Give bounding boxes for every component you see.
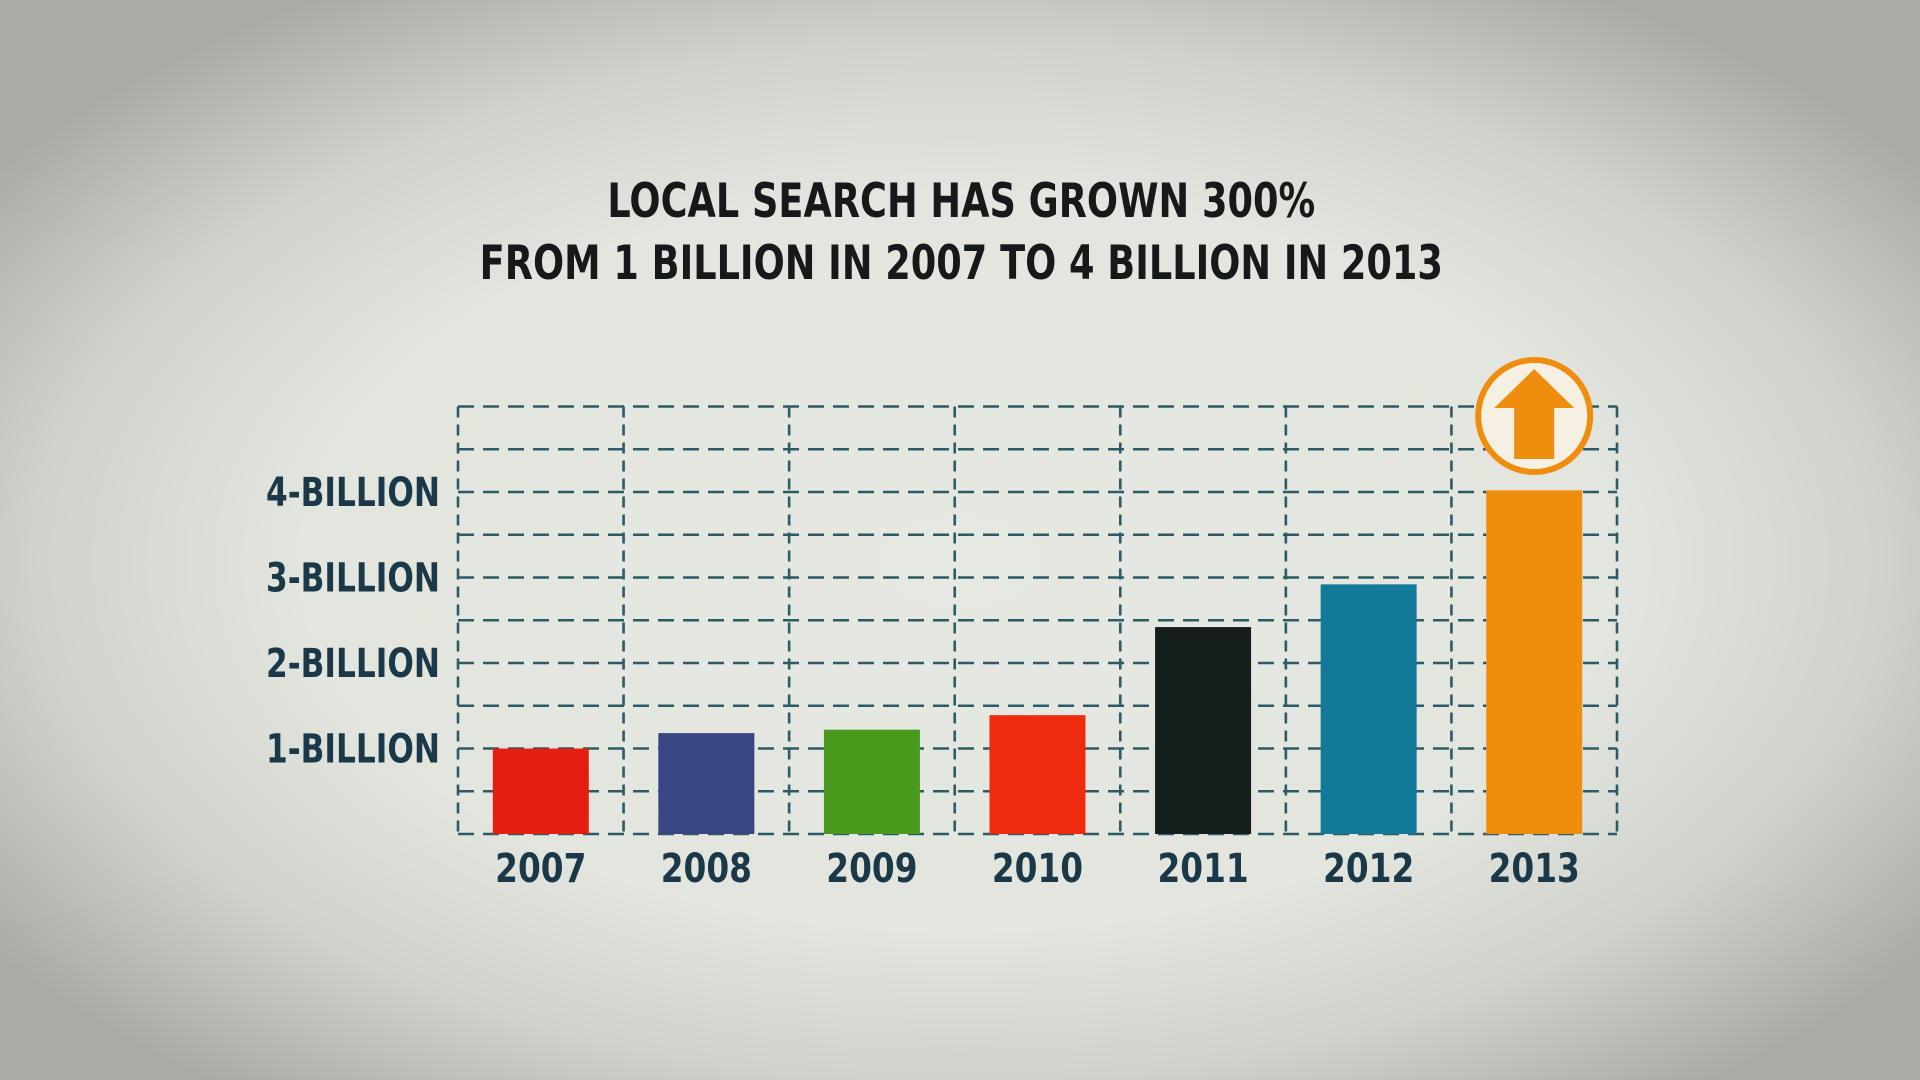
bar-2007 xyxy=(492,748,589,834)
x-tick-label-2012: 2012 xyxy=(1323,845,1414,892)
bar-2012 xyxy=(1320,584,1417,834)
up-arrow-icon xyxy=(1475,357,1594,475)
bar-2013 xyxy=(1486,490,1583,834)
chart-title-line-2: FROM 1 BILLION IN 2007 TO 4 BILLION IN 2… xyxy=(479,236,1443,291)
y-tick-label-4: 4-BILLION xyxy=(266,470,440,516)
x-tick-label-2007: 2007 xyxy=(495,845,586,892)
bar-2008 xyxy=(658,733,755,834)
bars xyxy=(492,490,1583,834)
y-axis-tick-labels: 1-BILLION 2-BILLION 3-BILLION 4-BILLION xyxy=(266,470,440,772)
y-tick-label-1: 1-BILLION xyxy=(266,727,440,773)
x-tick-label-2008: 2008 xyxy=(661,845,752,892)
y-tick-label-2: 2-BILLION xyxy=(266,641,440,687)
highlight-icon-layer xyxy=(1475,357,1594,475)
x-tick-label-2010: 2010 xyxy=(992,845,1083,892)
x-tick-label-2011: 2011 xyxy=(1157,845,1248,892)
y-tick-label-3: 3-BILLION xyxy=(266,556,440,602)
up-arrow-icon-shape xyxy=(1494,369,1575,459)
bar-2009 xyxy=(823,729,920,834)
chart-title-line-1: LOCAL SEARCH HAS GROWN 300% xyxy=(607,174,1316,229)
x-tick-label-2009: 2009 xyxy=(826,845,917,892)
x-tick-label-2013: 2013 xyxy=(1489,845,1580,892)
bar-2011 xyxy=(1155,627,1252,834)
bar-2010 xyxy=(989,715,1086,834)
x-axis-tick-labels: 2007 2008 2009 2010 2011 2012 2013 xyxy=(495,845,1580,892)
